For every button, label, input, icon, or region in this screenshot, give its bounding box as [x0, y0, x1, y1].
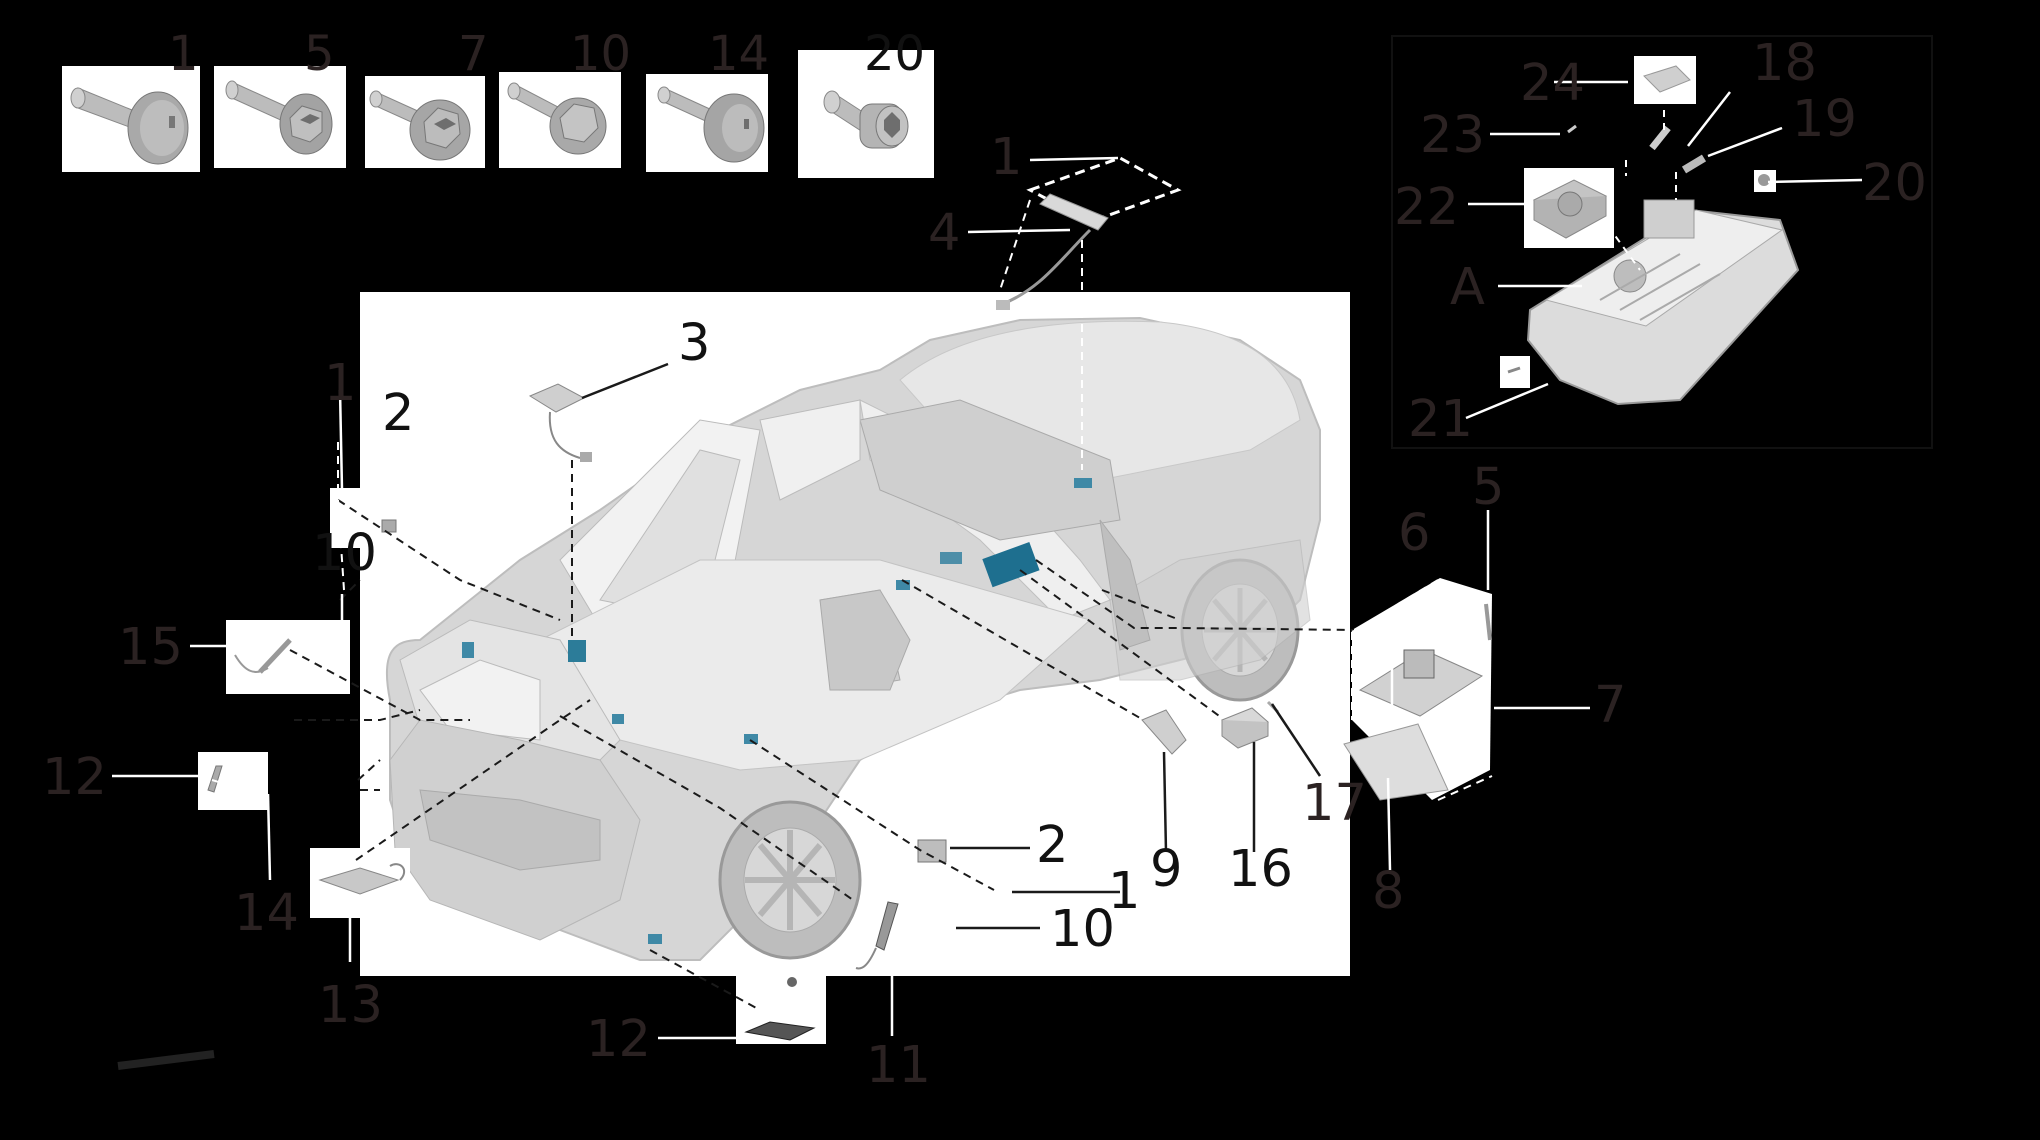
- vehicle-panel: [360, 292, 1350, 976]
- callout-1-bottom: 1: [1108, 862, 1140, 921]
- vehicle-modules: [462, 478, 1092, 944]
- part-16-module: [1221, 707, 1269, 749]
- callout-13: 13: [318, 976, 383, 1035]
- fastener-5: 5: [214, 26, 346, 168]
- callout-17: 17: [1302, 774, 1367, 833]
- part-card-12-bottom: [736, 976, 826, 1044]
- module-marker: [1074, 478, 1092, 488]
- pan-head-torx-screw-icon: [70, 87, 189, 165]
- fastener-label: 7: [458, 26, 489, 82]
- callout-1-left: 1: [324, 354, 356, 413]
- fastener-label: 1: [168, 26, 199, 82]
- callout-10-left: 10: [312, 524, 377, 583]
- dome-torx-screw-icon: [657, 86, 765, 163]
- flange-torx-screw-icon: [225, 80, 333, 155]
- fastener-7: 7: [365, 26, 489, 168]
- part-card-13: [310, 848, 410, 918]
- fastener-1: 1: [62, 26, 200, 172]
- callout-10-bottom: 10: [1050, 900, 1115, 959]
- dashed-leader-lines: [289, 460, 1355, 1011]
- callout-2-left: 2: [382, 384, 414, 443]
- fastener-legend: 1 5 7: [62, 26, 934, 178]
- callout-11: 11: [866, 1036, 931, 1095]
- inset-callout-22: 22: [1394, 178, 1459, 237]
- callout-1-top: 1: [990, 128, 1022, 187]
- main-control-module: [982, 542, 1040, 588]
- inset-callout-20: 20: [1862, 154, 1927, 213]
- part-group-6-7-8: [1343, 578, 1492, 801]
- module-marker: [896, 580, 910, 590]
- inset-callout-21: 21: [1408, 390, 1473, 449]
- fastener-10: 10: [499, 26, 631, 168]
- inset-leader-lines: [1465, 80, 1863, 420]
- fastener-label: 10: [570, 26, 631, 82]
- callout-5: 5: [1472, 458, 1504, 517]
- callout-7: 7: [1594, 676, 1626, 735]
- dark-leader-lines: [581, 362, 1322, 930]
- fastener-14: 14: [646, 26, 769, 172]
- module-marker: [648, 934, 662, 944]
- callout-12-left: 12: [42, 748, 107, 807]
- part-card-2-top: [330, 488, 397, 548]
- callout-labels: 1 4 3 1 2 10 15 12 14 13 12 11 10 1 2 9 …: [42, 128, 1626, 1095]
- callout-15: 15: [118, 618, 183, 677]
- callout-8: 8: [1372, 862, 1404, 921]
- callout-4: 4: [928, 204, 960, 263]
- inset-dashed-lines: [1607, 110, 1677, 271]
- callout-14: 14: [234, 884, 299, 943]
- scale-mark: [117, 1050, 215, 1070]
- part-9-bracket: [1141, 709, 1187, 755]
- callout-12-bottom: 12: [586, 1010, 651, 1069]
- inset-callout-24: 24: [1520, 54, 1585, 113]
- callout-16: 16: [1228, 840, 1293, 899]
- solid-leader-lines: [112, 156, 1590, 1040]
- control-unit-inset: 24 18 23 19 20 22 A 21: [1391, 34, 1933, 449]
- inset-callout-19: 19: [1792, 90, 1857, 149]
- roof-module-assembly: [996, 156, 1182, 470]
- module-marker: [744, 734, 758, 744]
- part-11-sensor: [855, 901, 899, 970]
- inset-callout-23: 23: [1420, 106, 1485, 165]
- fastener-label: 14: [708, 26, 769, 82]
- fastener-label: 5: [304, 26, 335, 82]
- module-marker: [940, 552, 962, 564]
- callout-3: 3: [678, 314, 710, 373]
- inset-callout-18: 18: [1752, 34, 1817, 93]
- flange-hex-screw-icon: [369, 90, 471, 161]
- callout-2-bottom: 2: [1036, 816, 1068, 875]
- part-card-12-left: [198, 752, 268, 810]
- part-2-bottom-module: [917, 839, 947, 863]
- module-marker: [612, 714, 624, 724]
- hex-socket-bolt-icon: [823, 90, 909, 149]
- fastener-20: 20: [798, 26, 934, 178]
- white-dashed-lines: [211, 440, 1493, 801]
- hex-flange-bolt-icon: [507, 82, 607, 155]
- callout-6: 6: [1398, 504, 1430, 563]
- part-card-15: [226, 620, 350, 694]
- callout-9: 9: [1150, 840, 1182, 899]
- inset-callout-A: A: [1450, 258, 1485, 317]
- module-marker: [462, 642, 474, 658]
- module-marker: [568, 640, 586, 662]
- fastener-label: 20: [864, 26, 925, 82]
